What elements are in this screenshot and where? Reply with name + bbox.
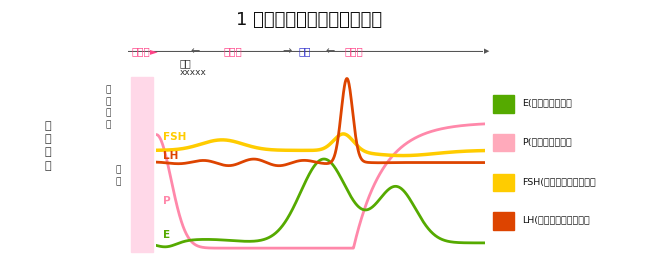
Text: FSH: FSH — [163, 132, 187, 142]
Text: 黄体期: 黄体期 — [345, 46, 364, 56]
Text: 卵
巣: 卵 巣 — [116, 166, 121, 186]
Text: LH: LH — [163, 151, 178, 161]
Bar — [493, 134, 514, 151]
Text: 卵胞期: 卵胞期 — [223, 46, 242, 56]
Text: E: E — [163, 230, 170, 240]
Text: ホ
ル
モ
ン: ホ ル モ ン — [45, 121, 51, 170]
Bar — [493, 212, 514, 230]
Text: 黄体期►: 黄体期► — [131, 46, 158, 56]
Text: ←: ← — [325, 46, 334, 56]
Text: ←: ← — [191, 46, 200, 56]
Bar — [493, 174, 514, 191]
Text: 排卵: 排卵 — [299, 46, 311, 56]
Text: LH(黄体形成ホルモン）: LH(黄体形成ホルモン） — [522, 216, 590, 225]
Text: →: → — [283, 46, 292, 56]
Text: E(卵胞ホルモン）: E(卵胞ホルモン） — [522, 99, 572, 108]
Bar — [493, 95, 514, 113]
Bar — [131, 77, 153, 252]
Text: 月経: 月経 — [179, 58, 191, 68]
Text: xxxxx: xxxxx — [179, 68, 206, 77]
Text: P(黄体ホルモン）: P(黄体ホルモン） — [522, 137, 572, 146]
Text: 脳
下
垂
体: 脳 下 垂 体 — [106, 85, 111, 130]
Text: FSH(卵巣刺激ホルモン）: FSH(卵巣刺激ホルモン） — [522, 177, 596, 186]
Text: P: P — [163, 196, 171, 207]
Text: ▶: ▶ — [484, 48, 489, 54]
Text: 1 周期内のホルモン値の変動: 1 周期内のホルモン値の変動 — [236, 11, 382, 29]
